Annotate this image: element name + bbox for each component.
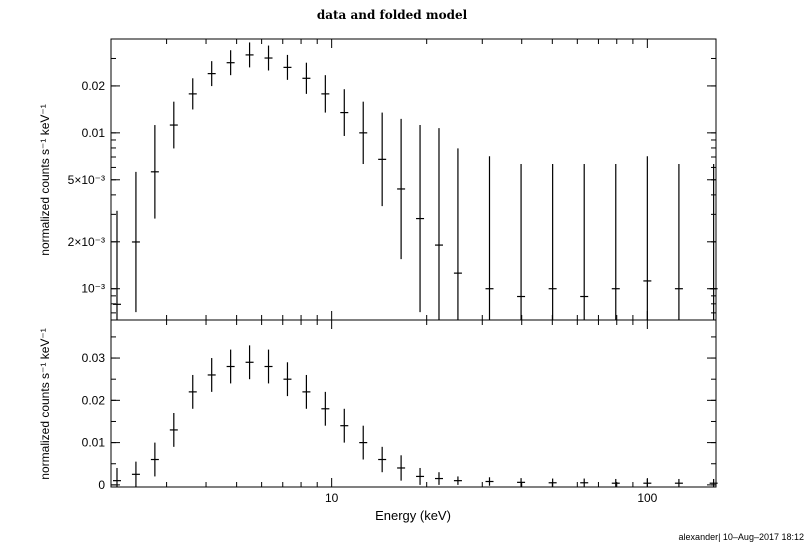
- data-point: [580, 478, 589, 487]
- y-tick-label: 5×10⁻³: [68, 173, 105, 187]
- data-point: [643, 156, 652, 320]
- data-point: [453, 476, 462, 485]
- data-point: [709, 478, 718, 487]
- data-point: [131, 461, 140, 487]
- data-point: [169, 101, 178, 149]
- top-panel-data: [112, 42, 718, 320]
- data-point: [283, 362, 292, 397]
- data-point: [188, 78, 197, 110]
- data-point: [397, 455, 406, 481]
- data-point: [548, 164, 557, 320]
- data-point: [207, 358, 216, 392]
- y-axis-label-top: normalized counts s⁻¹ keV⁻¹: [38, 104, 52, 255]
- data-point: [245, 345, 254, 380]
- data-point: [378, 112, 387, 207]
- data-point: [264, 45, 273, 71]
- data-point: [226, 50, 235, 76]
- timestamp-stamp: alexander| 10–Aug–2017 18:12: [679, 532, 804, 542]
- data-point: [321, 391, 330, 426]
- data-point: [434, 472, 443, 485]
- x-axis-label: Energy (keV): [375, 508, 451, 523]
- bottom-panel-ticks: 10 100 0 0.01 0.02 0.03: [82, 320, 716, 505]
- y-axis-label-bottom: normalized counts s⁻¹ keV⁻¹: [38, 328, 52, 479]
- bottom-panel-data: [112, 345, 718, 487]
- data-point: [416, 125, 425, 313]
- data-point: [359, 425, 368, 460]
- x-tick-label: 10: [325, 491, 339, 505]
- y-tick-label: 10⁻³: [81, 282, 105, 296]
- data-point: [131, 171, 140, 313]
- data-point: [517, 164, 526, 320]
- data-point: [340, 89, 349, 136]
- data-point: [150, 125, 159, 219]
- data-point: [188, 374, 197, 409]
- data-point: [453, 148, 462, 320]
- y-tick-label: 0.02: [82, 79, 106, 93]
- data-point: [340, 408, 349, 443]
- data-point: [434, 128, 443, 320]
- data-point: [643, 478, 652, 487]
- y-tick-label: 0.01: [82, 126, 106, 140]
- chart-title: data and folded model: [317, 8, 468, 22]
- data-point: [378, 446, 387, 473]
- data-point: [112, 210, 121, 320]
- data-point: [302, 374, 311, 409]
- data-point: [548, 478, 557, 487]
- data-point: [169, 413, 178, 447]
- data-point: [674, 164, 683, 320]
- data-point: [283, 54, 292, 80]
- y-tick-label: 2×10⁻³: [68, 235, 105, 249]
- y-tick-label: 0.01: [82, 436, 106, 450]
- data-point: [226, 349, 235, 384]
- top-panel-ticks: 0.02 0.01 5×10⁻³ 2×10⁻³ 10⁻³: [68, 38, 716, 320]
- x-tick-label: 100: [637, 491, 657, 505]
- data-point: [416, 467, 425, 485]
- data-point: [245, 42, 254, 68]
- y-tick-label: 0: [98, 478, 105, 492]
- bottom-panel-frame: [110, 319, 717, 488]
- data-point: [397, 118, 406, 260]
- data-point: [264, 349, 273, 384]
- data-point: [485, 156, 494, 320]
- data-point: [112, 467, 121, 487]
- data-point: [580, 164, 589, 320]
- top-panel-frame: [110, 38, 717, 321]
- data-point: [709, 164, 718, 320]
- data-point: [321, 75, 330, 113]
- data-point: [485, 477, 494, 486]
- data-point: [517, 478, 526, 487]
- data-point: [611, 164, 620, 320]
- data-point: [611, 478, 620, 487]
- y-tick-label: 0.02: [82, 393, 106, 407]
- y-tick-label: 0.03: [82, 351, 106, 365]
- data-point: [150, 442, 159, 477]
- data-point: [302, 62, 311, 94]
- data-point: [674, 478, 683, 487]
- data-point: [359, 101, 368, 165]
- data-point: [207, 61, 216, 87]
